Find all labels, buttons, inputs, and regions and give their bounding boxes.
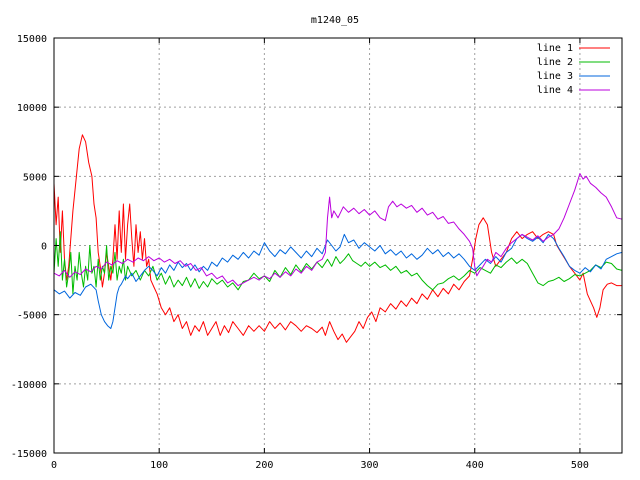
y-tick-label: -10000	[11, 380, 47, 391]
chart-title: m1240_05	[311, 15, 359, 26]
y-tick-label: 10000	[17, 103, 47, 114]
legend: line 1 line 2 line 3 line 4	[537, 43, 610, 96]
legend-label: line 2	[537, 57, 573, 68]
x-tick-label: 500	[571, 460, 589, 471]
axis-ticks: 0 100 200 300 400 500 -15000 -10000 -5000 0 5000 10…	[11, 34, 622, 471]
x-tick-label: 0	[51, 460, 57, 471]
y-tick-label: 15000	[17, 34, 47, 45]
y-tick-label: 5000	[23, 172, 47, 183]
x-tick-label: 200	[255, 460, 273, 471]
x-tick-label: 400	[466, 460, 484, 471]
y-tick-label: -5000	[17, 311, 47, 322]
series-line-2	[53, 231, 623, 295]
legend-label: line 3	[537, 71, 573, 82]
grid	[54, 38, 622, 453]
y-tick-label: -15000	[11, 449, 47, 460]
series-layer	[53, 134, 623, 343]
series-line-4	[53, 173, 623, 287]
x-tick-label: 100	[150, 460, 168, 471]
y-tick-label: 0	[41, 242, 47, 253]
legend-label: line 1	[537, 43, 573, 54]
x-tick-label: 300	[361, 460, 379, 471]
legend-label: line 4	[537, 85, 573, 96]
